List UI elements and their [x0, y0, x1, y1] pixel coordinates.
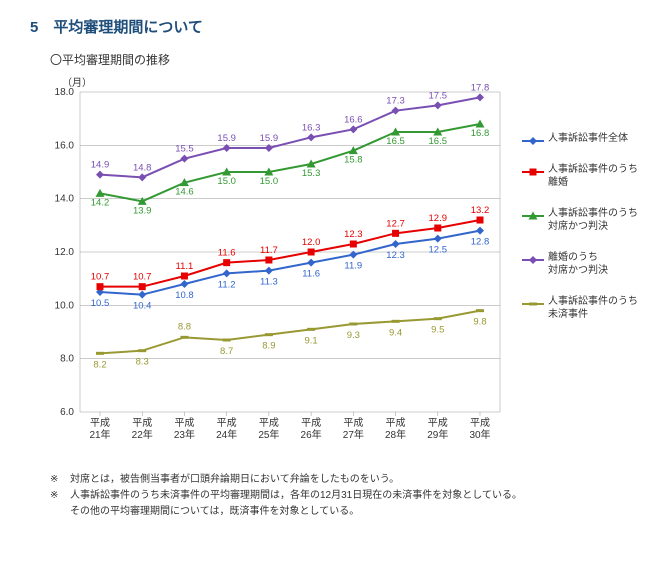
svg-text:17.3: 17.3 — [386, 96, 405, 107]
svg-text:16.3: 16.3 — [302, 122, 321, 133]
legend-label: 人事訴訟事件全体 — [548, 132, 628, 145]
svg-text:17.8: 17.8 — [471, 82, 490, 93]
svg-text:30年: 30年 — [469, 428, 490, 441]
svg-text:11.6: 11.6 — [302, 269, 320, 280]
section-title: 5 平均審理期間について — [30, 16, 634, 37]
svg-text:12.9: 12.9 — [429, 213, 448, 224]
svg-text:14.8: 14.8 — [133, 162, 152, 173]
svg-text:平成: 平成 — [343, 417, 363, 429]
svg-text:11.6: 11.6 — [218, 248, 236, 259]
svg-text:29年: 29年 — [427, 428, 448, 441]
legend-label: 人事訴訟事件のうち離婚 — [548, 163, 638, 189]
svg-text:8.2: 8.2 — [93, 359, 106, 370]
svg-text:平成: 平成 — [90, 417, 110, 429]
svg-text:15.0: 15.0 — [217, 176, 236, 187]
note-row: ※対席とは，被告側当事者が口頭弁論期日において弁論をしたものをいう。 — [50, 472, 634, 488]
svg-text:14.0: 14.0 — [55, 194, 75, 205]
svg-text:11.1: 11.1 — [176, 261, 194, 272]
svg-text:22年: 22年 — [132, 428, 153, 441]
svg-text:12.7: 12.7 — [386, 218, 405, 229]
svg-text:11.9: 11.9 — [344, 261, 362, 272]
svg-text:16.8: 16.8 — [471, 128, 490, 139]
section-subtitle: 〇平均審理期間の推移 — [50, 51, 634, 68]
legend-item-red: 人事訴訟事件のうち離婚 — [522, 163, 640, 189]
svg-text:14.2: 14.2 — [91, 197, 110, 208]
svg-text:8.0: 8.0 — [60, 354, 74, 365]
note-text: 人事訴訟事件のうち未済事件の平均審理期間は，各年の12月31日現在の未済事件を対… — [70, 488, 522, 520]
note-mark: ※ — [50, 488, 70, 520]
note-text: 対席とは，被告側当事者が口頭弁論期日において弁論をしたものをいう。 — [70, 472, 399, 488]
legend-label: 人事訴訟事件のうち対席かつ判決 — [548, 207, 638, 233]
svg-text:9.5: 9.5 — [431, 325, 444, 336]
chart-legend: 人事訴訟事件全体人事訴訟事件のうち離婚人事訴訟事件のうち対席かつ判決離婚のうち対… — [522, 132, 640, 339]
svg-text:15.3: 15.3 — [302, 168, 321, 179]
svg-text:8.7: 8.7 — [220, 346, 233, 357]
svg-text:13.2: 13.2 — [471, 205, 490, 216]
svg-text:15.0: 15.0 — [260, 176, 279, 187]
svg-text:10.8: 10.8 — [175, 290, 194, 301]
svg-text:23年: 23年 — [174, 428, 195, 441]
svg-text:11.7: 11.7 — [260, 245, 278, 256]
svg-text:10.7: 10.7 — [133, 272, 152, 283]
svg-text:平成: 平成 — [132, 417, 152, 429]
svg-text:平成: 平成 — [174, 417, 194, 429]
svg-text:16.5: 16.5 — [386, 136, 405, 147]
legend-item-blue: 人事訴訟事件全体 — [522, 132, 640, 145]
svg-text:28年: 28年 — [385, 428, 406, 441]
svg-text:平成: 平成 — [470, 417, 490, 429]
svg-text:15.8: 15.8 — [344, 155, 363, 166]
legend-item-olive: 人事訴訟事件のうち未済事件 — [522, 295, 640, 321]
svg-text:平成: 平成 — [301, 417, 321, 429]
svg-text:11.2: 11.2 — [218, 279, 236, 290]
svg-text:平成: 平成 — [217, 417, 237, 429]
svg-text:16.6: 16.6 — [344, 114, 363, 125]
svg-text:21年: 21年 — [89, 428, 110, 441]
svg-text:18.0: 18.0 — [55, 87, 75, 98]
svg-text:10.0: 10.0 — [55, 300, 75, 311]
svg-text:15.9: 15.9 — [260, 133, 279, 144]
svg-text:9.4: 9.4 — [389, 327, 402, 338]
note-row: ※人事訴訟事件のうち未済事件の平均審理期間は，各年の12月31日現在の未済事件を… — [50, 488, 634, 520]
line-chart: （月）6.08.010.012.014.016.018.0平成21年平成22年平… — [30, 72, 640, 462]
svg-text:24年: 24年 — [216, 428, 237, 441]
svg-text:14.9: 14.9 — [91, 160, 110, 171]
svg-text:10.4: 10.4 — [133, 301, 152, 312]
svg-text:平成: 平成 — [428, 417, 448, 429]
svg-text:10.5: 10.5 — [91, 298, 110, 309]
svg-text:15.9: 15.9 — [217, 133, 236, 144]
svg-text:27年: 27年 — [343, 428, 364, 441]
legend-label: 人事訴訟事件のうち未済事件 — [548, 295, 638, 321]
legend-label: 離婚のうち対席かつ判決 — [548, 251, 608, 277]
svg-text:8.3: 8.3 — [136, 357, 149, 368]
svg-text:12.5: 12.5 — [429, 245, 448, 256]
svg-text:16.0: 16.0 — [55, 140, 75, 151]
svg-text:6.0: 6.0 — [60, 407, 74, 418]
chart-notes: ※対席とは，被告側当事者が口頭弁論期日において弁論をしたものをいう。※人事訴訟事… — [50, 472, 634, 520]
svg-text:17.5: 17.5 — [429, 90, 448, 101]
svg-text:12.3: 12.3 — [344, 229, 363, 240]
svg-text:9.1: 9.1 — [305, 335, 318, 346]
svg-text:10.7: 10.7 — [91, 272, 110, 283]
note-mark: ※ — [50, 472, 70, 488]
svg-text:11.3: 11.3 — [260, 277, 278, 288]
legend-item-green: 人事訴訟事件のうち対席かつ判決 — [522, 207, 640, 233]
svg-text:平成: 平成 — [259, 417, 279, 429]
svg-text:12.0: 12.0 — [302, 237, 321, 248]
svg-text:26年: 26年 — [301, 428, 322, 441]
svg-text:12.3: 12.3 — [386, 250, 405, 261]
svg-text:平成: 平成 — [386, 417, 406, 429]
svg-text:8.8: 8.8 — [178, 321, 191, 332]
svg-text:12.0: 12.0 — [55, 247, 75, 258]
legend-item-purple: 離婚のうち対席かつ判決 — [522, 251, 640, 277]
svg-text:9.8: 9.8 — [473, 317, 486, 328]
svg-text:25年: 25年 — [258, 428, 279, 441]
svg-text:13.9: 13.9 — [133, 205, 152, 216]
svg-text:14.6: 14.6 — [175, 187, 194, 198]
svg-text:12.8: 12.8 — [471, 237, 490, 248]
svg-text:8.9: 8.9 — [262, 341, 275, 352]
svg-text:9.3: 9.3 — [347, 330, 360, 341]
svg-text:15.5: 15.5 — [175, 144, 194, 155]
svg-text:16.5: 16.5 — [429, 136, 448, 147]
